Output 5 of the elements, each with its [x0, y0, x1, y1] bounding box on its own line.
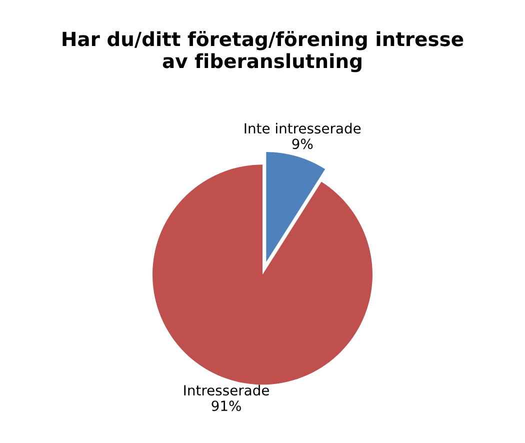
slice-label: Inte intresserade — [244, 122, 361, 134]
data-label: 9% — [292, 138, 313, 150]
chart-title: Har du/ditt företag/förening intresse av fiberanslutning — [62, 31, 464, 72]
data-label: 91% — [212, 400, 241, 412]
slice-label: Intresserade — [184, 384, 269, 396]
